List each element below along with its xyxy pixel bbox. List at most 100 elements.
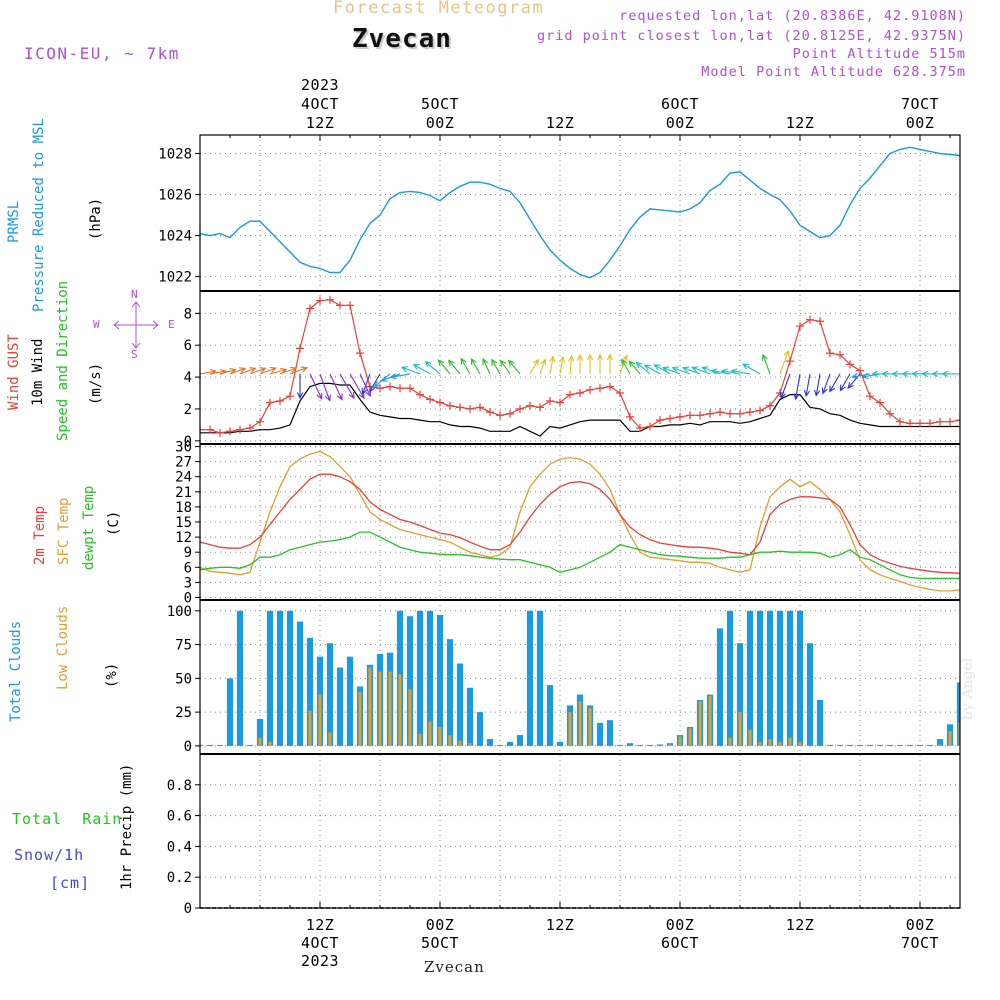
gust-marker — [936, 417, 944, 426]
low-clouds-bar — [738, 712, 742, 746]
total-clouds-bar — [466, 687, 474, 746]
time-label-bottom: 5OCT — [421, 934, 459, 952]
time-label-top: 2023 — [301, 76, 339, 94]
wind-direction-arrow — [829, 373, 841, 393]
time-label-top: 12Z — [546, 114, 575, 132]
low-clouds-bar — [778, 741, 782, 746]
gust-marker — [656, 416, 664, 425]
low-clouds-bar — [678, 736, 682, 746]
wind-direction-arrow — [470, 357, 481, 375]
wind-direction-arrow — [400, 366, 421, 375]
time-label-bottom: 00Z — [426, 916, 455, 934]
total-clouds-bar — [836, 744, 844, 746]
gust-marker — [486, 408, 494, 417]
wind-direction-arrow — [269, 367, 288, 375]
gust-marker — [726, 409, 734, 418]
total-clouds-bar — [816, 700, 824, 746]
time-label-top: 00Z — [426, 114, 455, 132]
gust-marker — [696, 411, 704, 420]
wind-direction-arrow — [710, 368, 731, 375]
pressure-line — [200, 146, 960, 279]
y-tick-label: 0 — [184, 901, 192, 917]
low-clouds-bar — [408, 689, 412, 746]
time-label-bottom: 00Z — [666, 916, 695, 934]
y-tick-label: 1028 — [158, 146, 192, 162]
wind-direction-arrow — [499, 359, 511, 375]
low-clouds-bar — [448, 735, 452, 746]
total-clouds-bar — [636, 744, 644, 746]
gust-marker — [556, 398, 564, 407]
gust-marker — [286, 392, 294, 401]
gust-marker — [836, 350, 844, 359]
low-clouds-bar — [328, 732, 332, 746]
total-clouds-bar — [296, 621, 304, 746]
y-tick-label: 75 — [175, 638, 192, 654]
low-clouds-bar — [378, 671, 382, 746]
gust-marker — [200, 425, 204, 434]
gust-marker — [796, 322, 804, 331]
wind-direction-arrow — [619, 354, 628, 375]
total-clouds-bar — [916, 744, 924, 746]
wind-direction-arrow — [339, 373, 355, 400]
total-clouds-bar — [336, 667, 344, 746]
gust-marker — [716, 408, 724, 417]
total-clouds-bar — [216, 744, 224, 746]
total-clouds-bar — [866, 744, 874, 746]
time-label-bottom: 6OCT — [661, 934, 699, 952]
total-clouds-bar — [526, 610, 534, 746]
total-clouds-bar — [936, 739, 944, 746]
total-clouds-bar — [346, 656, 354, 746]
time-label-top: 00Z — [666, 114, 695, 132]
gust-marker — [646, 422, 654, 431]
gust-marker — [566, 390, 574, 399]
wind-direction-arrow — [653, 364, 671, 375]
total-clouds-bar — [926, 744, 934, 746]
total-clouds-bar — [876, 744, 884, 746]
total-clouds-bar — [736, 643, 744, 746]
location-title: Zvecan — [352, 24, 452, 54]
wind-direction-arrow — [586, 353, 594, 374]
total-clouds-bar — [200, 744, 204, 746]
gust-marker — [636, 424, 644, 433]
gust-marker — [856, 366, 864, 375]
model-label: ICON-EU, ~ 7km — [24, 44, 180, 63]
wind-direction-arrow — [941, 370, 960, 377]
low-clouds-bar — [788, 737, 792, 746]
gust-marker — [626, 412, 634, 421]
total-clouds-bar — [776, 610, 784, 746]
total-clouds-bar — [416, 610, 424, 746]
wind-direction-arrow — [635, 361, 651, 375]
gust-marker — [396, 384, 404, 393]
total-clouds-bar — [286, 610, 294, 746]
total-clouds-bar — [806, 643, 814, 746]
footer-location: Zvecan — [424, 958, 485, 976]
time-label-top: 4OCT — [301, 95, 339, 113]
y-tick-label: 0.2 — [167, 870, 192, 886]
gust-marker — [606, 382, 614, 391]
gust-marker — [316, 296, 324, 305]
wind-direction-arrow — [529, 358, 539, 375]
gust-marker — [866, 392, 874, 401]
wind-direction-arrow — [628, 360, 641, 375]
total-clouds-bar — [486, 739, 494, 746]
total-clouds-bar — [756, 610, 764, 746]
y-tick-label: 0 — [184, 590, 192, 606]
total-clouds-bar — [516, 735, 524, 746]
gust-marker — [846, 360, 854, 369]
total-clouds-bar — [506, 741, 514, 746]
time-label-bottom: 12Z — [306, 916, 335, 934]
total-clouds-bar — [306, 637, 314, 746]
gust-marker — [916, 419, 924, 428]
total-clouds-bar — [256, 718, 264, 746]
wind-direction-arrow — [361, 373, 371, 395]
y-tick-label: 9 — [184, 545, 192, 561]
y-tick-label: 1022 — [158, 270, 192, 286]
low-clouds-bar — [368, 667, 372, 746]
time-label-top: 12Z — [306, 114, 335, 132]
gust-marker — [676, 412, 684, 421]
total-clouds-bar — [796, 610, 804, 746]
gust-marker — [346, 301, 354, 310]
wind-speed-line — [200, 382, 960, 437]
gust-marker — [226, 427, 234, 436]
gust-marker — [876, 398, 884, 407]
